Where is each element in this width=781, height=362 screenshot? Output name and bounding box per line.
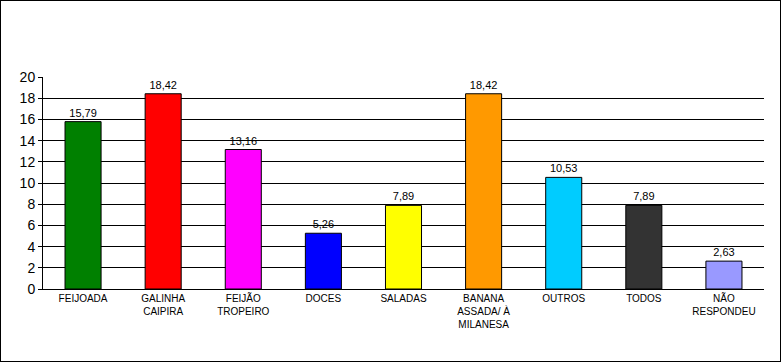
- svg-text:6: 6: [27, 217, 35, 233]
- svg-text:7,89: 7,89: [393, 190, 414, 202]
- svg-text:GALINHACAIPIRA: GALINHACAIPIRA: [141, 293, 185, 317]
- svg-text:13,16: 13,16: [230, 135, 258, 147]
- svg-text:8: 8: [27, 196, 35, 212]
- svg-text:10: 10: [20, 175, 36, 191]
- svg-text:10,53: 10,53: [550, 162, 578, 174]
- svg-text:15,79: 15,79: [69, 107, 97, 119]
- svg-text:2,63: 2,63: [713, 246, 734, 258]
- svg-text:NÃORESPONDEU: NÃORESPONDEU: [692, 292, 755, 317]
- svg-text:2: 2: [27, 260, 35, 276]
- svg-text:TODOS: TODOS: [626, 293, 662, 304]
- svg-text:BANANAASSADA/ ÀMILANESA: BANANAASSADA/ ÀMILANESA: [457, 293, 510, 330]
- svg-text:0: 0: [27, 281, 35, 297]
- svg-text:18: 18: [20, 90, 36, 106]
- svg-text:4: 4: [27, 239, 35, 255]
- svg-text:12: 12: [20, 154, 36, 170]
- svg-text:20: 20: [20, 69, 36, 85]
- svg-text:DOCES: DOCES: [306, 293, 342, 304]
- svg-text:FEIJOADA: FEIJOADA: [59, 293, 108, 304]
- svg-text:16: 16: [20, 111, 36, 127]
- svg-text:14: 14: [20, 133, 36, 149]
- svg-text:5,26: 5,26: [313, 218, 334, 230]
- svg-text:18,42: 18,42: [149, 79, 177, 91]
- svg-text:7,89: 7,89: [633, 190, 654, 202]
- svg-text:18,42: 18,42: [470, 79, 498, 91]
- svg-text:SALADAS: SALADAS: [380, 293, 426, 304]
- svg-text:FEIJÃOTROPEIRO: FEIJÃOTROPEIRO: [217, 292, 269, 317]
- svg-text:OUTROS: OUTROS: [542, 293, 585, 304]
